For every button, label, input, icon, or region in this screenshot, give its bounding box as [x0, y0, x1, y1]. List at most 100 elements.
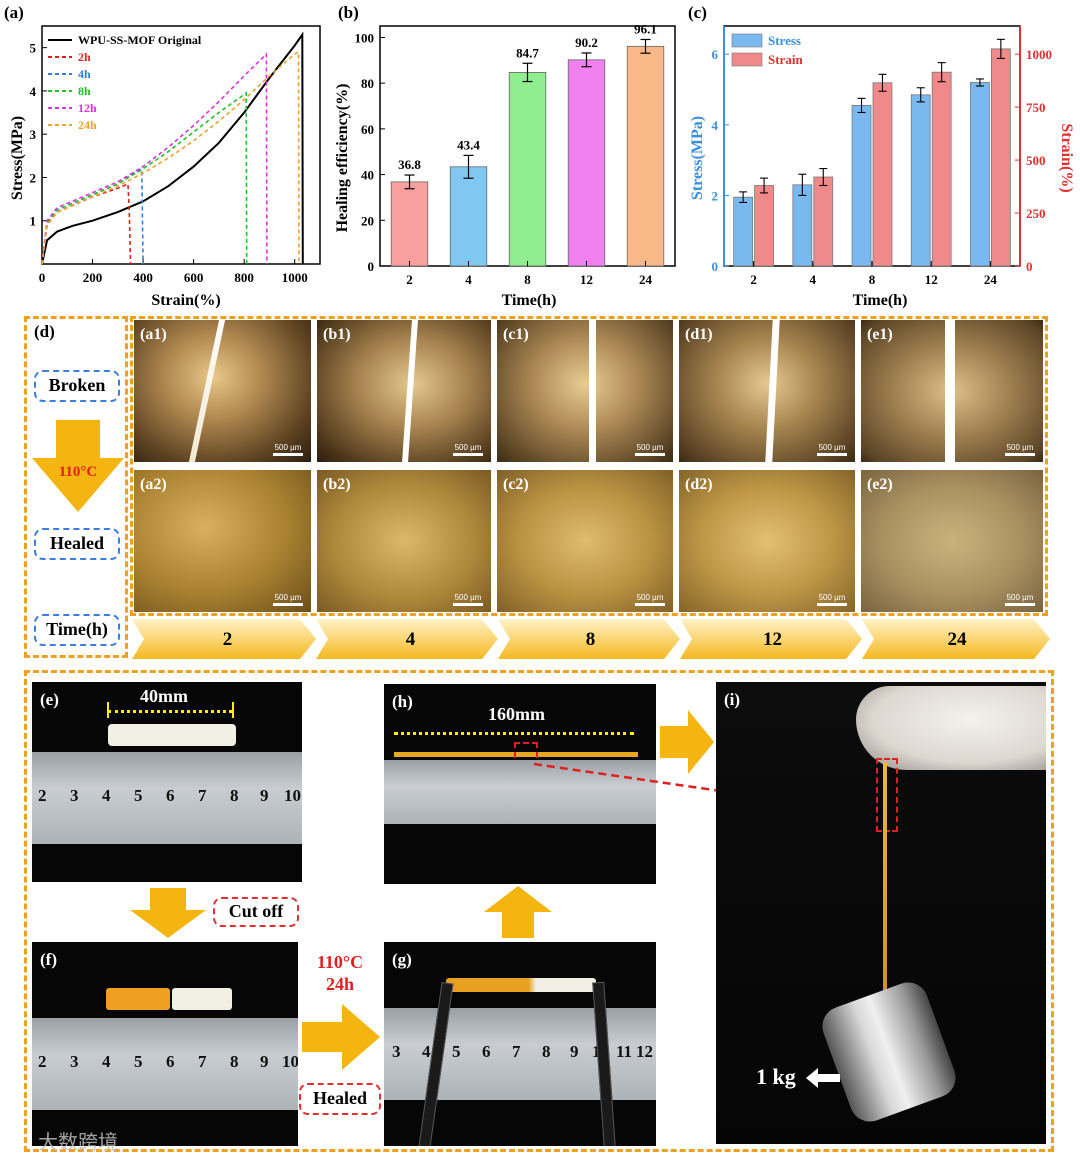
panel-d-label: (d)	[34, 322, 55, 341]
chevron-2h	[132, 619, 316, 659]
series-line-12h	[41, 52, 268, 265]
y-tick-label: 3	[30, 127, 37, 142]
right-arrow-icon	[302, 1004, 380, 1070]
y-tick-label: 20	[361, 213, 374, 228]
bar-strain-2h	[754, 185, 774, 267]
y-tick-label-right: 250	[1026, 206, 1046, 221]
chart-b-ylabel: Healing efficiency(%)	[334, 84, 351, 233]
time-label-4h: 4	[405, 629, 416, 650]
micrograph-broken-2h: (a1) 500 µm	[134, 320, 311, 462]
crack-line	[945, 320, 955, 462]
ruler-number: 6	[482, 1042, 491, 1061]
time-chevron-bar	[132, 619, 1050, 659]
bar-strain-4h	[813, 176, 834, 267]
x-tick-label: 24	[639, 272, 653, 287]
micrograph-healed-12h: (d2) 500 µm	[679, 470, 855, 612]
bar-4h	[449, 166, 488, 267]
scale-bar: 500 µm	[273, 443, 303, 456]
dimension-160mm: 160mm	[488, 704, 545, 724]
ruler-g: 3 4 5 6 7 8 9 10 11 12	[384, 1008, 656, 1100]
crack-line	[402, 320, 418, 462]
bar-strain-8h	[872, 82, 893, 267]
ruler-number: 12	[636, 1042, 653, 1061]
micrograph-label: (a2)	[140, 476, 167, 493]
ruler-f: 2 3 4 5 6 7 8 9 10	[32, 1018, 298, 1110]
x-tick-label: 0	[39, 270, 46, 285]
dimension-tick-right	[232, 702, 234, 718]
panel-c-label: (c)	[688, 3, 707, 22]
panel-a-label: (a)	[4, 3, 24, 22]
chevron-24h	[862, 619, 1050, 659]
ruler-number: 7	[198, 1052, 207, 1071]
photo-e-label: (e)	[40, 690, 59, 709]
broken-tag: Broken	[34, 370, 120, 402]
series-line-8h	[41, 91, 248, 265]
y-tick-label-left: 4	[712, 118, 719, 133]
photo-i: (i) 1 kg	[716, 682, 1046, 1144]
y-tick-label-right: 750	[1026, 100, 1046, 115]
chevron-8h	[498, 619, 680, 659]
ruler-number: 8	[542, 1042, 551, 1061]
series-line-24h	[41, 50, 300, 265]
ruler-number: 6	[166, 1052, 175, 1071]
y-tick-label: 100	[355, 30, 375, 45]
bar-12h	[567, 59, 606, 267]
legend-entry: 24h	[78, 118, 97, 132]
watermark: 大数跨境	[38, 1130, 118, 1154]
y-tick-label-left: 6	[712, 47, 719, 62]
weight-label: 1 kg	[756, 1064, 796, 1089]
series-line-4h	[41, 167, 144, 265]
ruler-number: 4	[422, 1042, 431, 1061]
ruler-number: 11	[616, 1042, 633, 1061]
right-arrow-icon	[660, 710, 714, 774]
micrograph-broken-12h: (d1) 500 µm	[679, 320, 855, 462]
time-label-8h: 8	[585, 629, 596, 650]
legend-entry: Stress	[768, 33, 801, 48]
crack-line	[765, 320, 780, 462]
ruler-number: 8	[230, 1052, 239, 1071]
x-tick-label: 8	[524, 272, 531, 287]
scale-bar: 500 µm	[1005, 593, 1035, 606]
ruler-number: 3	[392, 1042, 401, 1061]
heal-duration: 24h	[325, 974, 354, 994]
ruler-number: 5	[452, 1042, 461, 1061]
panel-b-label: (b)	[338, 3, 359, 22]
plot-frame	[41, 25, 321, 265]
chart-c-ylabel-left: Stress(MPa)	[689, 116, 706, 200]
y-tick-label-right: 0	[1026, 259, 1033, 274]
photo-g: (g) 3 4 5 6 7 8 9 10 11 12	[384, 942, 656, 1146]
chart-b: Healing efficiency(%) Time(h) 0 20 40 60 80 1…	[334, 21, 676, 309]
chart-c-xlabel: Time(h)	[853, 292, 908, 309]
x-tick-label: 4	[465, 272, 472, 287]
ruler-number: 7	[198, 786, 207, 805]
x-tick-label: 1000	[282, 270, 308, 285]
chart-b-xlabel: Time(h)	[502, 292, 557, 309]
bar-stress-8h	[851, 105, 872, 267]
ruler-number: 4	[102, 1052, 111, 1071]
sample-original	[108, 724, 236, 746]
legend-swatch	[731, 52, 763, 67]
panel-d-frame	[24, 316, 128, 658]
ruler-number: 9	[570, 1042, 579, 1061]
x-tick-label: 8	[869, 272, 876, 287]
x-tick-label: 2	[750, 272, 757, 287]
x-tick-label: 400	[133, 270, 153, 285]
gloved-hand	[856, 686, 1046, 770]
bar-stress-2h	[733, 196, 753, 267]
panel-d-images-frame	[130, 316, 1048, 616]
cut-off-tag: Cut off	[213, 897, 299, 927]
data-label: 90.2	[575, 35, 598, 50]
data-label: 36.8	[398, 157, 421, 172]
x-tick-label: 24	[984, 272, 998, 287]
chevron-12h	[680, 619, 862, 659]
chart-a-xlabel: Strain(%)	[151, 292, 220, 309]
healed-tag-photo: Healed	[299, 1083, 381, 1115]
legend-entry: 4h	[78, 67, 91, 81]
scale-bar: 500 µm	[273, 593, 303, 606]
scale-bar: 500 µm	[453, 443, 483, 456]
bar-stress-12h	[910, 94, 931, 267]
legend-entry: 12h	[78, 101, 97, 115]
data-label: 84.7	[516, 45, 539, 60]
ruler-number: 5	[134, 786, 143, 805]
photo-f-label: (f)	[40, 950, 57, 969]
